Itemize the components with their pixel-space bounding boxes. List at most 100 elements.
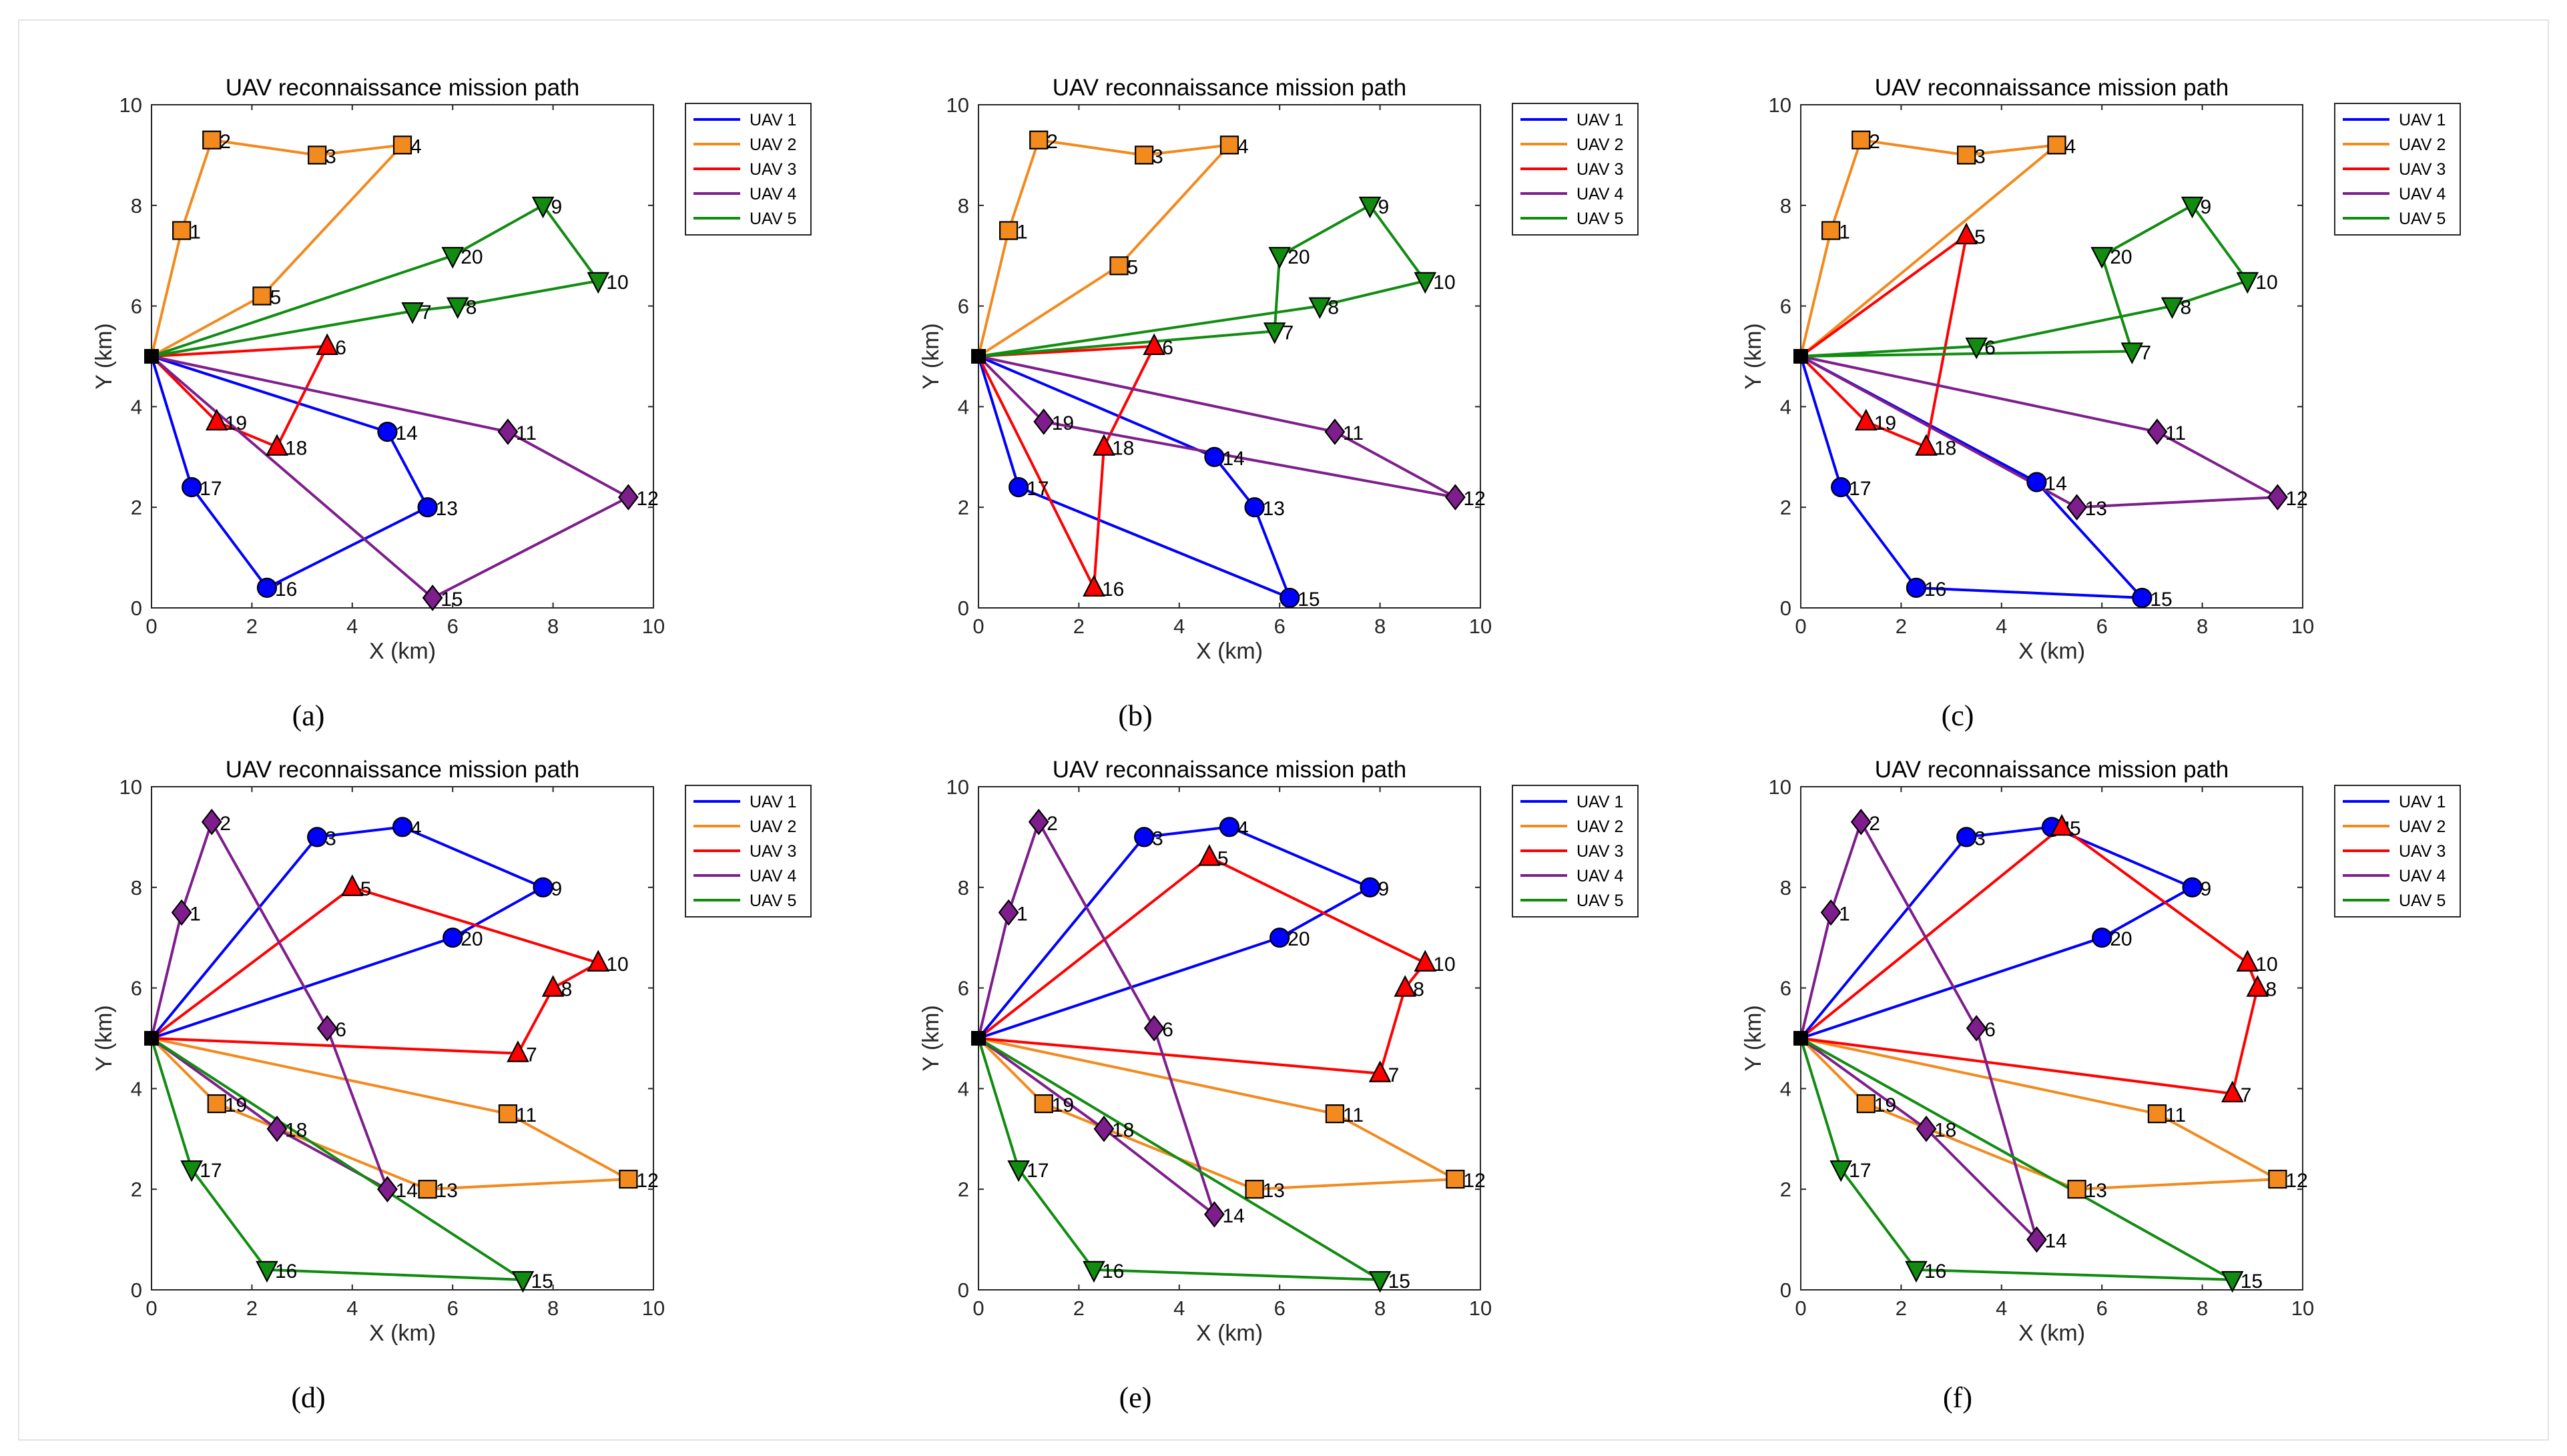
waypoint-marker-1 — [171, 899, 192, 926]
waypoint-marker-11 — [1324, 418, 1346, 445]
y-tick-label: 8 — [1780, 876, 1791, 899]
legend: UAV 1 UAV 2 UAV 3 UAV 4 UAV 5 — [2334, 103, 2461, 236]
x-tick-label: 2 — [1073, 1297, 1085, 1320]
waypoint-marker-5 — [2050, 813, 2073, 836]
route-line-uav-1 — [150, 355, 429, 589]
legend-label-uav-1: UAV 1 — [1577, 793, 1623, 811]
waypoint-marker-7 — [1263, 322, 1286, 344]
y-tick-label: 4 — [131, 395, 142, 418]
plot-area — [151, 786, 654, 1291]
waypoint-marker-9 — [1360, 877, 1380, 897]
x-tick-label: 2 — [1896, 1297, 1907, 1320]
waypoint-label-10: 10 — [606, 272, 628, 294]
waypoint-marker-16 — [1905, 1260, 1928, 1283]
legend: UAV 1 UAV 2 UAV 3 UAV 4 UAV 5 — [685, 103, 812, 236]
waypoint-label-16: 16 — [1924, 579, 1946, 601]
waypoint-label-9: 9 — [1378, 878, 1390, 900]
waypoint-marker-18 — [1093, 1115, 1115, 1142]
waypoint-label-19: 19 — [1874, 412, 1896, 434]
x-tick-label: 10 — [1469, 615, 1492, 638]
waypoint-label-18: 18 — [1934, 438, 1956, 460]
waypoint-label-18: 18 — [285, 1120, 307, 1142]
waypoint-marker-10 — [1414, 950, 1437, 972]
y-axis-label: Y (km) — [918, 1005, 944, 1071]
waypoint-marker-2 — [202, 130, 222, 149]
route-line-uav-5 — [1800, 204, 2249, 358]
waypoint-label-17: 17 — [200, 478, 222, 500]
depot-marker — [1793, 349, 1808, 364]
y-tick-label: 6 — [958, 977, 969, 1000]
y-tick-label: 0 — [131, 1279, 142, 1302]
waypoint-marker-7 — [2221, 1080, 2244, 1103]
waypoint-label-6: 6 — [1162, 1019, 1173, 1041]
legend-label-uav-5: UAV 5 — [2399, 210, 2446, 228]
waypoint-label-20: 20 — [461, 246, 483, 268]
waypoint-label-4: 4 — [410, 817, 422, 839]
waypoint-marker-1 — [172, 221, 192, 240]
panel-caption: (e) — [1119, 1381, 1152, 1414]
waypoint-label-10: 10 — [2255, 954, 2277, 976]
legend-label-uav-5: UAV 5 — [2399, 891, 2446, 910]
legend-label-uav-3: UAV 3 — [750, 842, 796, 861]
waypoint-marker-18 — [266, 434, 288, 456]
y-tick-label: 2 — [131, 1178, 142, 1201]
waypoint-marker-20 — [2092, 928, 2112, 948]
y-tick-label: 0 — [131, 597, 142, 620]
waypoint-label-4: 4 — [2065, 135, 2076, 157]
x-axis-label: X (km) — [369, 1321, 436, 1346]
legend-label-uav-3: UAV 3 — [1577, 842, 1623, 861]
waypoint-marker-6 — [1143, 1015, 1165, 1042]
x-tick-label: 2 — [246, 1297, 258, 1320]
waypoint-marker-20 — [441, 247, 465, 269]
waypoint-marker-12 — [2268, 1170, 2287, 1189]
waypoint-marker-1 — [999, 221, 1019, 240]
waypoint-marker-9 — [2181, 196, 2204, 219]
waypoint-marker-6 — [1965, 337, 1988, 360]
waypoint-marker-1 — [1821, 221, 1841, 240]
waypoint-label-20: 20 — [461, 928, 483, 950]
waypoint-label-14: 14 — [2044, 1230, 2066, 1252]
legend-label-uav-3: UAV 3 — [2399, 842, 2446, 861]
x-axis-label: X (km) — [1196, 1321, 1263, 1346]
waypoint-marker-13 — [1245, 1180, 1264, 1199]
waypoint-label-12: 12 — [636, 1170, 658, 1192]
waypoint-marker-11 — [2147, 418, 2168, 445]
panel-caption: (f) — [1943, 1381, 1972, 1414]
waypoint-label-15: 15 — [2241, 1270, 2263, 1293]
chart-panel-a: UAV reconnaissance mission path 0 2 4 6 8 10 0 2… — [91, 75, 812, 732]
waypoint-marker-6 — [1143, 333, 1166, 356]
waypoint-label-19: 19 — [225, 1094, 247, 1116]
legend-label-uav-5: UAV 5 — [1577, 891, 1623, 910]
waypoint-label-12: 12 — [1463, 1170, 1485, 1192]
legend-label-uav-3: UAV 3 — [2399, 160, 2446, 179]
legend-label-uav-2: UAV 2 — [1577, 817, 1623, 836]
waypoint-marker-10 — [2236, 272, 2259, 294]
route-line-uav-2 — [150, 1037, 630, 1191]
waypoint-marker-15 — [2221, 1270, 2244, 1293]
waypoint-label-1: 1 — [1017, 222, 1028, 244]
chart-panel-b: UAV reconnaissance mission path 0 2 4 6 8 10 0 2… — [918, 75, 1639, 732]
legend-label-uav-2: UAV 2 — [1577, 135, 1623, 154]
waypoint-marker-14 — [377, 421, 398, 442]
waypoint-marker-1 — [998, 899, 1019, 926]
waypoint-marker-3 — [1134, 827, 1155, 847]
x-tick-label: 6 — [2096, 615, 2108, 638]
y-tick-label: 10 — [1769, 93, 1791, 117]
legend-label-uav-1: UAV 1 — [750, 111, 796, 129]
legend-label-uav-4: UAV 4 — [750, 185, 796, 204]
route-line-uav-1 — [1799, 355, 2144, 599]
waypoint-marker-4 — [2047, 135, 2066, 155]
waypoint-label-9: 9 — [2201, 196, 2212, 218]
waypoint-label-6: 6 — [1984, 337, 1996, 359]
waypoint-label-3: 3 — [325, 145, 336, 167]
x-tick-label: 8 — [2197, 1297, 2208, 1320]
waypoint-marker-18 — [1915, 434, 1938, 456]
chart-title: UAV reconnaissance mission path — [1053, 757, 1406, 783]
waypoint-marker-19 — [1034, 1094, 1053, 1114]
waypoint-marker-9 — [1358, 196, 1382, 219]
waypoint-label-20: 20 — [1288, 246, 1310, 268]
waypoint-marker-4 — [1219, 817, 1240, 837]
depot-marker — [1793, 1031, 1808, 1046]
x-tick-label: 10 — [2291, 1297, 2314, 1320]
plot-area — [151, 104, 654, 609]
